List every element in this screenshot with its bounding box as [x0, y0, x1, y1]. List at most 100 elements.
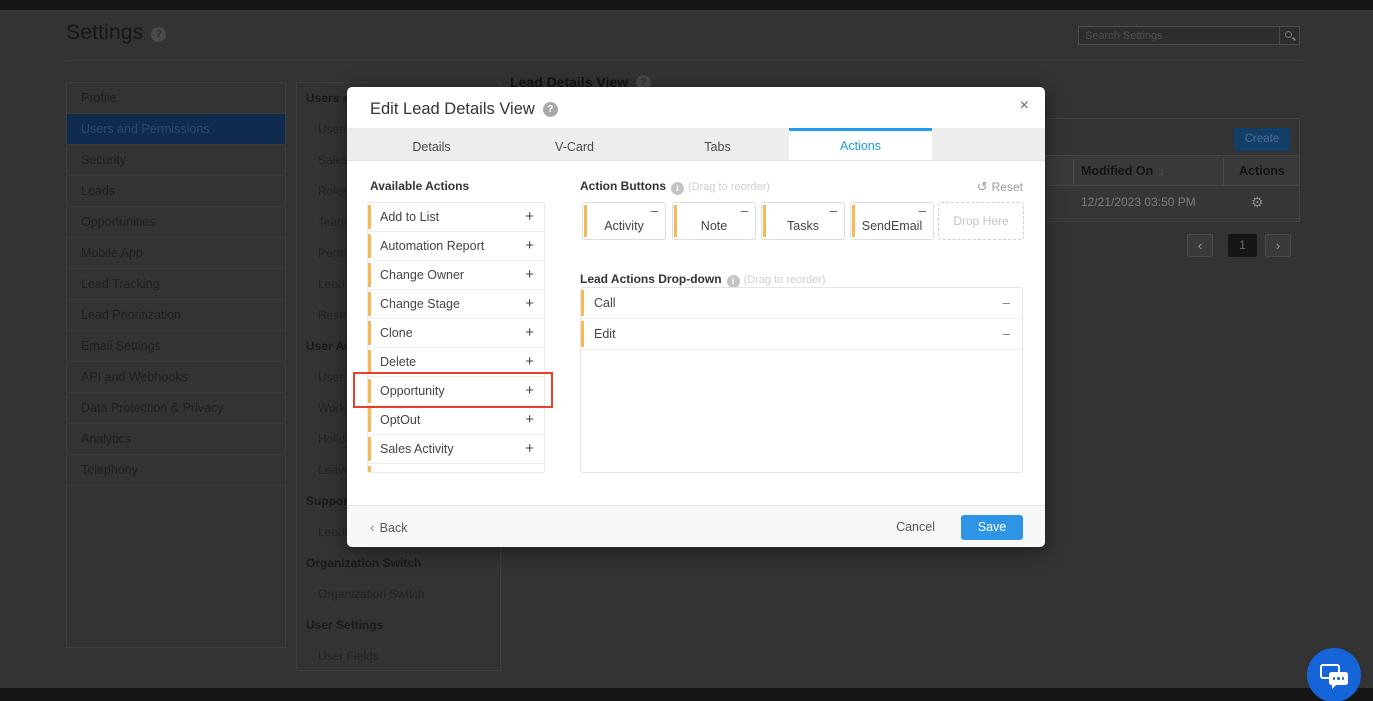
remove-icon[interactable]: – [1002, 295, 1010, 310]
drag-hint: (Drag to reorder) [743, 274, 826, 286]
sidebar-item-data-protection[interactable]: Data Protection & Privacy [67, 393, 285, 424]
search-button[interactable] [1279, 27, 1299, 44]
tab-actions[interactable]: Actions [789, 128, 932, 160]
lead-actions-list: Call – Edit – [580, 287, 1023, 473]
available-action-clone[interactable]: Clone + [368, 319, 544, 348]
modal-footer: ‹ Back Cancel Save [347, 505, 1045, 547]
action-button-tasks[interactable]: – Tasks [761, 202, 845, 240]
remove-icon[interactable]: – [918, 203, 926, 218]
add-icon[interactable]: + [525, 208, 534, 225]
add-icon[interactable]: + [525, 324, 534, 341]
edit-lead-details-view-modal: Edit Lead Details View? × Details V-Card… [347, 87, 1045, 547]
drop-target[interactable]: Drop Here [938, 202, 1024, 240]
reset-button[interactable]: ↺ Reset [976, 179, 1023, 194]
search-input[interactable] [1079, 27, 1279, 44]
chat-widget-button[interactable] [1307, 648, 1361, 701]
info-icon[interactable]: i [726, 275, 740, 288]
subnav-item[interactable]: Roles [318, 184, 349, 198]
info-icon[interactable]: i [671, 182, 684, 195]
subnav-item[interactable]: User Fields [318, 649, 379, 663]
available-action-change-stage[interactable]: Change Stage + [368, 290, 544, 319]
settings-search [1078, 26, 1300, 45]
sidebar-item-users-and-permissions[interactable]: Users and Permissions [67, 114, 285, 145]
subnav-item[interactable]: Organization Switch [318, 587, 425, 601]
modal-title: Edit Lead Details View? [370, 100, 558, 119]
available-action-change-owner[interactable]: Change Owner + [368, 261, 544, 290]
window-top-bar [0, 0, 1373, 10]
column-divider [1223, 158, 1224, 185]
cancel-button[interactable]: Cancel [896, 520, 935, 534]
drag-handle-bar [368, 437, 371, 461]
modified-on-value: 12/21/2023 03:50 PM [1081, 195, 1196, 209]
sidebar-item-analytics[interactable]: Analytics [67, 424, 285, 455]
sidebar-item-api-and-webhooks[interactable]: API and Webhooks [67, 362, 285, 393]
available-action-delete[interactable]: Delete + [368, 348, 544, 377]
save-button[interactable]: Save [961, 515, 1023, 540]
gear-icon[interactable]: ⚙ [1251, 194, 1264, 210]
sidebar-item-mobile-app[interactable]: Mobile App [67, 238, 285, 269]
available-action-automation-report[interactable]: Automation Report + [368, 232, 544, 261]
page-title: Settings? [66, 21, 167, 45]
action-button-activity[interactable]: – Activity [582, 202, 666, 240]
create-button[interactable]: Create [1234, 128, 1290, 151]
available-action-optout[interactable]: OptOut + [368, 406, 544, 435]
drag-handle-bar [584, 205, 587, 237]
column-actions: Actions [1239, 164, 1285, 178]
add-icon[interactable]: + [525, 266, 534, 283]
sidebar-item-security[interactable]: Security [67, 145, 285, 176]
drag-handle-bar [368, 205, 371, 229]
available-action-sales-activity[interactable]: Sales Activity + [368, 435, 544, 464]
remove-icon[interactable]: – [740, 203, 748, 218]
drag-handle-bar [368, 379, 371, 403]
add-icon[interactable]: + [525, 411, 534, 428]
available-action-opportunity[interactable]: Opportunity + [368, 377, 544, 406]
action-button-sendemail[interactable]: – SendEmail [850, 202, 934, 240]
remove-icon[interactable]: – [1002, 326, 1010, 341]
tab-details[interactable]: Details [412, 140, 451, 154]
available-action-share-via-email[interactable]: Share Via Email+ [368, 464, 544, 472]
drag-handle-bar [368, 234, 371, 258]
remove-icon[interactable]: – [650, 203, 658, 218]
prev-page-button[interactable]: ‹ [1187, 234, 1213, 257]
sidebar-item-email-settings[interactable]: Email Settings [67, 331, 285, 362]
add-icon[interactable]: + [525, 382, 534, 399]
drag-handle-bar [368, 466, 371, 472]
action-buttons-label: Action Buttons i (Drag to reorder) [580, 179, 770, 195]
lead-action-edit[interactable]: Edit – [581, 319, 1022, 350]
help-icon[interactable]: ? [151, 27, 167, 42]
tab-v-card[interactable]: V-Card [555, 140, 594, 154]
add-icon[interactable]: + [525, 464, 534, 472]
add-icon[interactable]: + [525, 295, 534, 312]
column-divider [1073, 158, 1074, 185]
subnav-header: Support [306, 494, 352, 508]
subnav-item[interactable]: Teams [318, 215, 354, 229]
action-button-note[interactable]: – Note [672, 202, 756, 240]
sort-desc-icon[interactable]: ↓ [1159, 166, 1165, 178]
header-divider [66, 60, 1300, 61]
add-icon[interactable]: + [525, 353, 534, 370]
window-bottom-bar [0, 688, 1373, 701]
drag-hint: (Drag to reorder) [688, 181, 770, 193]
current-page-button[interactable]: 1 [1228, 234, 1257, 257]
help-icon[interactable]: ? [542, 102, 558, 117]
close-icon[interactable]: × [1019, 97, 1029, 114]
sidebar-item-lead-tracking[interactable]: Lead Tracking [67, 269, 285, 300]
sidebar-item-lead-prioritization[interactable]: Lead Prioritization [67, 300, 285, 331]
back-chevron-icon: ‹ [370, 519, 375, 535]
help-icon: ? [636, 75, 652, 90]
add-icon[interactable]: + [525, 440, 534, 457]
tab-tabs[interactable]: Tabs [704, 140, 731, 154]
add-icon[interactable]: + [525, 237, 534, 254]
available-action-add-to-list[interactable]: Add to List + [368, 203, 544, 232]
lead-action-call[interactable]: Call – [581, 288, 1022, 319]
drag-handle-bar [763, 205, 766, 237]
sidebar-item-leads[interactable]: Leads [67, 176, 285, 207]
subnav-item[interactable]: Users [318, 122, 350, 136]
next-page-button[interactable]: › [1265, 234, 1291, 257]
column-modified-on[interactable]: Modified On ↓ [1081, 164, 1165, 178]
back-button[interactable]: ‹ Back [370, 519, 408, 535]
remove-icon[interactable]: – [829, 203, 837, 218]
sidebar-item-opportunities[interactable]: Opportunities [67, 207, 285, 238]
sidebar-item-profile[interactable]: Profile [67, 83, 285, 114]
sidebar-item-telephony[interactable]: Telephony [67, 455, 285, 486]
